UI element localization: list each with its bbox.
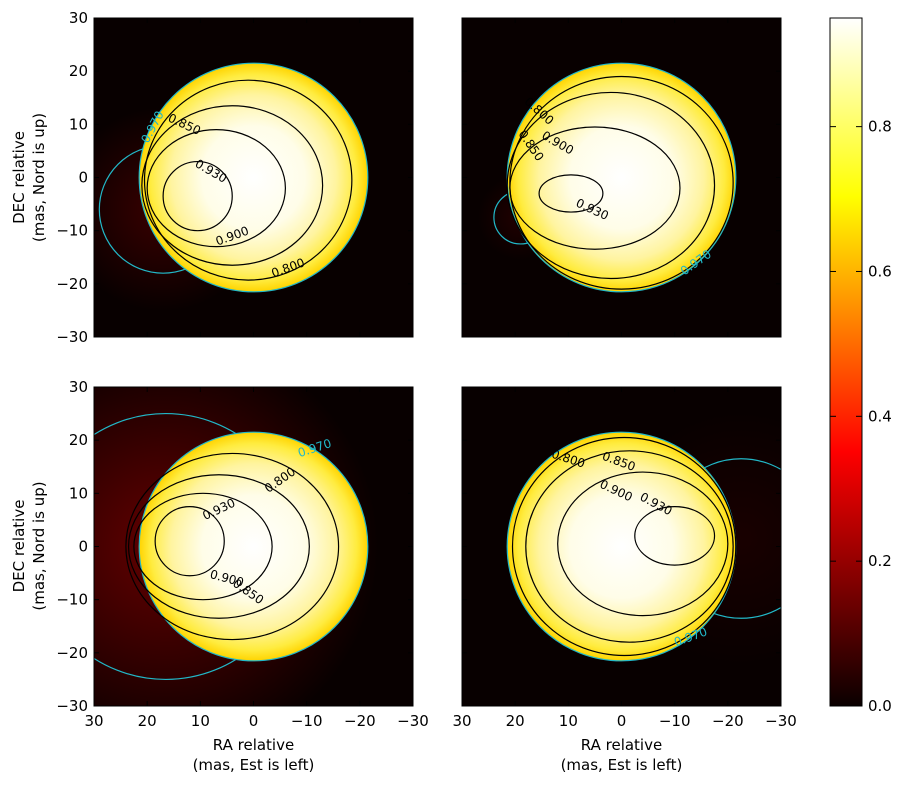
y-tick-label: 0 — [78, 169, 88, 187]
x-tick-label: 30 — [84, 712, 103, 730]
x-tick-label: 10 — [191, 712, 210, 730]
contour-0.930 — [154, 506, 225, 577]
colorbar-tick-label: 0.6 — [868, 262, 892, 280]
stellar-disk — [507, 63, 736, 292]
stellar-disk — [507, 432, 736, 661]
panel-ticks — [461, 17, 782, 338]
y-tick-label: −10 — [56, 591, 88, 609]
y-tick-label: −20 — [56, 275, 88, 293]
y-tick-label: 30 — [69, 9, 88, 27]
panel-ticks: 30 20 10 0 −10 −20 −30 — [452, 386, 797, 730]
contour-0.850 — [506, 91, 716, 280]
x-tick-label: 0 — [617, 712, 627, 730]
y-tick-label: 20 — [69, 431, 88, 449]
x-tick-label: 20 — [138, 712, 157, 730]
panel-ticks: 30 20 10 0 −10 −20 −30 — [56, 9, 414, 346]
xlabel-left-line1: RA relative — [213, 736, 294, 754]
y-tick-label: 10 — [69, 115, 88, 133]
x-tick-label: −20 — [344, 712, 376, 730]
panel-1: 0.9700.8000.8500.9000.9303020100−10−20−3… — [56, 9, 414, 346]
xlabel-right-line2: (mas, Est is left) — [561, 756, 683, 774]
x-tick-label: 20 — [506, 712, 525, 730]
y-tick-label: 30 — [69, 378, 88, 396]
contour-0.930 — [162, 160, 233, 232]
colorbar: 0.0 0.2 0.4 0.6 0.8 — [829, 17, 892, 715]
y-tick-label: 10 — [69, 484, 88, 502]
x-tick-label: −10 — [659, 712, 691, 730]
contour-0.900 — [509, 126, 681, 250]
colorbar-tick-label: 0.2 — [868, 552, 892, 570]
colorbar-tick-label: 0.8 — [868, 118, 892, 136]
contour-0.930 — [538, 174, 604, 213]
contour-0.850 — [141, 105, 324, 266]
ylabel-bottom-line1: DEC relative — [10, 500, 28, 593]
x-tick-label: −30 — [765, 712, 797, 730]
contour-0.970 — [138, 62, 369, 293]
contour-0.800 — [125, 452, 340, 641]
x-tick-label: 0 — [249, 712, 259, 730]
colorbar-ticks: 0.0 0.2 0.4 0.6 0.8 — [830, 118, 892, 715]
y-tick-label: 0 — [78, 538, 88, 556]
colorbar-tick-label: 0.4 — [868, 407, 892, 425]
contour-0.970 — [138, 431, 369, 662]
ylabel-top-line1: DEC relative — [10, 131, 28, 224]
contour-0.900 — [146, 129, 287, 248]
x-tick-label: −30 — [397, 712, 429, 730]
stellar-disk — [139, 432, 368, 661]
xlabel-right-line1: RA relative — [581, 736, 662, 754]
contour-0.800 — [511, 436, 737, 657]
ylabel-top-line2: (mas, Nord is up) — [30, 113, 48, 242]
axis-labels: RA relative (mas, Est is left) RA relati… — [10, 113, 682, 774]
y-tick-label: −10 — [56, 222, 88, 240]
stellar-disk — [139, 63, 368, 292]
colorbar-gradient — [829, 17, 863, 707]
contour-0.850 — [127, 474, 310, 619]
contour-0.900 — [557, 471, 729, 617]
y-tick-label: −30 — [56, 328, 88, 346]
contour-0.930 — [634, 506, 716, 566]
colorbar-tick-label: 0.0 — [868, 697, 892, 715]
x-tick-label: 10 — [559, 712, 578, 730]
xlabel-left-line2: (mas, Est is left) — [193, 756, 315, 774]
y-tick-label: −30 — [56, 697, 88, 715]
x-tick-label: −20 — [712, 712, 744, 730]
y-tick-label: −20 — [56, 644, 88, 662]
x-tick-label: −10 — [291, 712, 323, 730]
x-tick-label: 30 — [452, 712, 471, 730]
ylabel-bottom-line2: (mas, Nord is up) — [30, 481, 48, 610]
contour-0.900 — [133, 492, 273, 601]
contour-0.800 — [143, 79, 353, 281]
y-tick-label: 20 — [69, 62, 88, 80]
contour-0.850 — [525, 450, 734, 643]
